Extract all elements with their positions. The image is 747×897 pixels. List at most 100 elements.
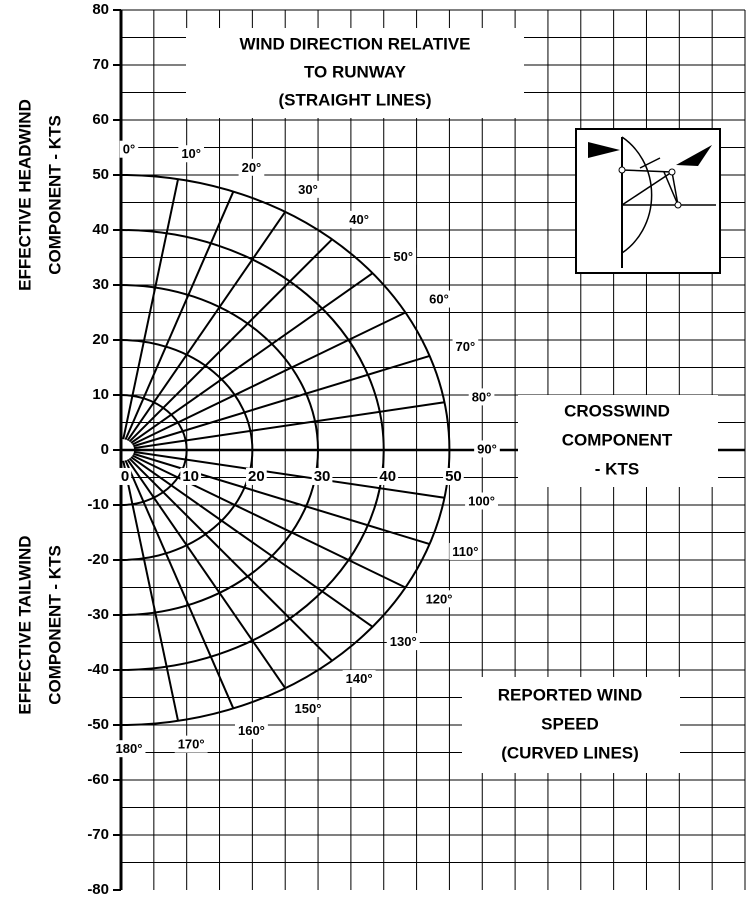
x-tick-label: 10 (182, 468, 199, 485)
direction-label-bg (174, 735, 208, 753)
direction-label: 120° (426, 591, 453, 606)
y-tick-label: -70 (87, 826, 109, 843)
direction-label-bg (295, 180, 321, 198)
direction-label: 50° (393, 249, 413, 264)
direction-label-bg (386, 633, 420, 651)
y-label-line: EFFECTIVE TAILWIND (15, 535, 34, 714)
direction-line (130, 272, 374, 444)
direction-label: 10° (181, 146, 201, 161)
x-tick-label: 20 (248, 468, 265, 485)
y-label-line: COMPONENT - KTS (45, 545, 64, 705)
y-tick-label: 60 (92, 111, 109, 128)
x-tick-label: 30 (314, 468, 331, 485)
direction-line (122, 178, 180, 440)
curves (120, 174, 451, 726)
y-tick-label: -30 (87, 606, 109, 623)
direction-line (131, 454, 406, 589)
x-label-line: COMPONENT (562, 430, 673, 449)
direction-label: 0° (123, 142, 135, 157)
y-label-line: EFFECTIVE HEADWIND (15, 99, 34, 291)
inset-icon (575, 128, 721, 274)
x-tick-label: 0 (121, 468, 129, 485)
direction-label: 110° (452, 544, 478, 559)
y-tick-label: -50 (87, 716, 109, 733)
direction-label-bg (422, 590, 456, 608)
direction-label: 20° (242, 160, 262, 175)
direction-line (128, 457, 333, 662)
direction-line (122, 460, 180, 722)
title-line: WIND DIRECTION RELATIVE (239, 34, 470, 53)
title-line: TO RUNWAY (304, 62, 407, 81)
x-tick-label-bg (180, 467, 202, 485)
direction-line (124, 459, 235, 709)
x-tick-label-bg (311, 467, 333, 485)
direction-line (131, 311, 406, 446)
direction-label: 170° (178, 737, 205, 752)
direction-line (128, 238, 333, 443)
direction-label-bg (119, 140, 139, 158)
speed-box (462, 677, 680, 773)
direction-label-bg (291, 700, 325, 718)
x-tick-label: 40 (379, 468, 396, 485)
direction-label-bg (342, 670, 376, 688)
x-label-line: - KTS (595, 459, 639, 478)
y-tick-label: 30 (92, 276, 109, 293)
speed-label-line: REPORTED WIND (498, 685, 643, 704)
direction-line (133, 401, 445, 450)
speed-label-line: (CURVED LINES) (501, 743, 639, 762)
direction-label: 30° (298, 182, 318, 197)
labels: -80 -70 -60 -50 -40 -30 -20 -10 0 10 20 30 40 50 60 70 8… (87, 1, 500, 897)
y-tick-label: -10 (87, 496, 109, 513)
direction-label-bg (468, 388, 495, 406)
direction-label: 90° (477, 441, 497, 456)
y-label-line: COMPONENT - KTS (45, 115, 64, 275)
y-tick-label: 40 (92, 221, 109, 238)
direction-label: 80° (472, 389, 492, 404)
y-tick-label: -40 (87, 661, 109, 678)
direction-label-bg (465, 492, 498, 510)
direction-line (126, 211, 287, 442)
direction-line (126, 458, 287, 689)
direction-label: 160° (238, 723, 265, 738)
title-box (186, 28, 524, 118)
direction-line (133, 354, 430, 448)
direction-label-bg (452, 337, 479, 355)
y-tick-label: 20 (92, 331, 109, 348)
x-tick-label-bg (246, 467, 267, 485)
direction-label: 150° (295, 701, 322, 716)
direction-label-bg (234, 722, 268, 740)
direction-line (130, 456, 374, 628)
direction-label-bg (238, 158, 265, 176)
y-tick-label: 0 (101, 441, 109, 458)
direction-label-bg (426, 290, 452, 308)
direction-label-bg (390, 247, 417, 265)
direction-label: 60° (429, 292, 449, 307)
direction-label: 130° (390, 634, 417, 649)
y-tick-label: 70 (92, 56, 109, 73)
y-tick-label: -60 (87, 771, 109, 788)
y-tick-label: 80 (92, 1, 109, 18)
direction-label-bg (178, 145, 204, 163)
x-label-line: CROSSWIND (564, 401, 670, 420)
direction-label-bg (449, 542, 482, 560)
direction-label-bg (346, 210, 372, 228)
direction-label: 70° (456, 339, 476, 354)
title-line: (STRAIGHT LINES) (279, 90, 432, 109)
x-tick-label-bg (377, 467, 399, 485)
direction-label-bg (474, 440, 500, 458)
direction-line (124, 191, 235, 441)
y-tick-label: 10 (92, 386, 109, 403)
y-tick-label: -20 (87, 551, 109, 568)
x-tick-label-bg (443, 467, 464, 485)
direction-line (133, 450, 445, 499)
direction-label: 140° (346, 671, 373, 686)
x-tick-label: 50 (445, 468, 462, 485)
y-tick-label: 50 (92, 166, 109, 183)
y-tick-label: -80 (87, 881, 109, 897)
x-tick-label-bg (118, 467, 132, 485)
direction-label: 40° (349, 212, 369, 227)
speed-label-line: SPEED (541, 714, 599, 733)
crosswind-box (518, 395, 718, 487)
direction-label: 100° (468, 493, 495, 508)
